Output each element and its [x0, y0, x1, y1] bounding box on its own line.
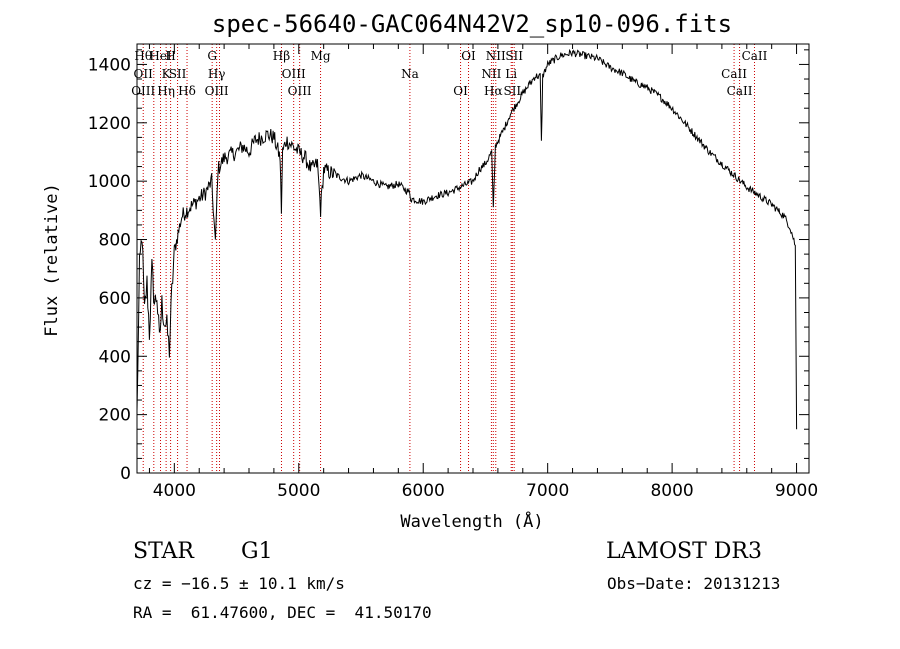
spectral-line-labels: Hθ OII OIII HeI K Hη H SII Hδ G Hγ OIII Hβ OIII OIII Mg…	[131, 49, 767, 98]
line-label-3: Hη	[157, 84, 175, 98]
line-label-15: OI	[453, 84, 468, 98]
x-tick-label-1: 5000	[277, 481, 320, 501]
y-axis-label: Flux (relative)	[42, 183, 62, 337]
line-label-13: Mg	[311, 49, 331, 63]
y-tick-label-2: 400	[99, 347, 131, 367]
x-axis-label: Wavelength (Å)	[400, 510, 543, 532]
line-label-16: OI	[461, 49, 476, 63]
line-label-24: CaII	[727, 84, 753, 98]
line-label-20: Li	[505, 67, 517, 81]
line-label-25: CaII	[742, 49, 768, 63]
x-tick-label-5: 9000	[775, 481, 818, 501]
line-label-22: SII	[505, 49, 523, 63]
line-label-18: Hα	[484, 84, 503, 98]
spectral-lines	[142, 44, 755, 473]
line-label-0: OIII	[131, 84, 155, 98]
x-tick-label-3: 7000	[526, 481, 569, 501]
line-label-19: NII	[486, 49, 506, 63]
x-tick-label-0: 4000	[153, 481, 196, 501]
x-tick-label-4: 8000	[650, 481, 693, 501]
y-tick-label-3: 600	[99, 289, 131, 309]
plot-frame	[136, 43, 810, 474]
line-label-6: Hδ	[178, 84, 196, 98]
y-tick-label-5: 1000	[88, 172, 131, 192]
observation-date: Obs−Date: 20131213	[607, 574, 781, 593]
line-label-17: NII	[481, 67, 501, 81]
line-label-0: Hθ	[134, 49, 152, 63]
line-label-2: HeI	[149, 49, 172, 63]
line-label-5: SII	[169, 67, 187, 81]
line-label-3: K	[162, 67, 172, 81]
flux-series-line	[136, 48, 798, 430]
line-label-10: Hβ	[273, 49, 290, 63]
x-tick-label-2: 6000	[402, 481, 445, 501]
survey-name: LAMOST DR3	[606, 539, 762, 564]
redshift-cz: cz = −16.5 ± 10.1 km/s	[133, 574, 345, 593]
line-label-8: OIII	[205, 84, 229, 98]
line-label-14: Na	[401, 67, 419, 81]
line-label-0: OII	[134, 67, 154, 81]
line-label-11: OIII	[282, 67, 306, 81]
y-tick-label-6: 1200	[88, 114, 131, 134]
y-tick-label-7: 1400	[88, 55, 131, 75]
y-tick-label-4: 800	[99, 231, 131, 251]
object-class: STAR	[133, 539, 194, 564]
line-label-7: G	[207, 49, 217, 63]
chart-title: spec-56640-GAC064N42V2_sp10-096.fits	[212, 10, 732, 38]
coordinates: RA = 61.47600, DEC = 41.50170	[133, 603, 432, 622]
line-label-8: Hγ	[208, 67, 226, 81]
axis-ticks: 4000 5000 6000 7000 8000 9000 0 200 400 600 800 100…	[88, 44, 818, 501]
line-label-12: OIII	[288, 84, 312, 98]
y-tick-label-0: 0	[120, 464, 131, 484]
line-label-4: H	[165, 49, 175, 63]
line-label-23: CaII	[721, 67, 747, 81]
y-tick-label-1: 200	[99, 406, 131, 426]
line-label-21: SII	[503, 84, 521, 98]
object-subclass: G1	[241, 539, 273, 564]
